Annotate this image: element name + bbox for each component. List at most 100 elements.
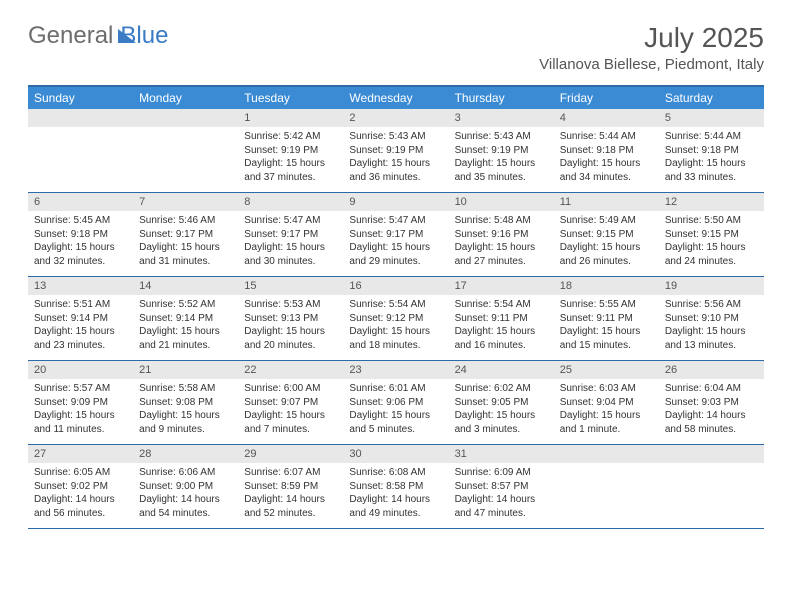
day-body: Sunrise: 5:52 AMSunset: 9:14 PMDaylight:… [133,295,238,360]
sunrise-line: Sunrise: 5:44 AM [665,130,758,144]
sunrise-line: Sunrise: 6:04 AM [665,382,758,396]
calendar-cell: 10Sunrise: 5:48 AMSunset: 9:16 PMDayligh… [449,193,554,276]
sunrise-line: Sunrise: 5:56 AM [665,298,758,312]
daylight-line: Daylight: 15 hours and 3 minutes. [455,409,548,436]
page-header: General Blue July 2025 Villanova Bielles… [28,22,764,73]
day-body: Sunrise: 5:47 AMSunset: 9:17 PMDaylight:… [343,211,448,276]
weekday-saturday: Saturday [659,87,764,109]
day-number: 9 [343,193,448,211]
day-number: 27 [28,445,133,463]
sunrise-line: Sunrise: 5:49 AM [560,214,653,228]
calendar-cell: 7Sunrise: 5:46 AMSunset: 9:17 PMDaylight… [133,193,238,276]
sunrise-line: Sunrise: 5:46 AM [139,214,232,228]
day-body: Sunrise: 6:00 AMSunset: 9:07 PMDaylight:… [238,379,343,444]
sunrise-line: Sunrise: 5:43 AM [349,130,442,144]
calendar-cell: 24Sunrise: 6:02 AMSunset: 9:05 PMDayligh… [449,361,554,444]
day-number: 5 [659,109,764,127]
sunset-line: Sunset: 9:12 PM [349,312,442,326]
sunrise-line: Sunrise: 5:42 AM [244,130,337,144]
day-number: 4 [554,109,659,127]
weekday-wednesday: Wednesday [343,87,448,109]
sunrise-line: Sunrise: 5:51 AM [34,298,127,312]
day-body [659,463,764,521]
weekday-friday: Friday [554,87,659,109]
day-number [133,109,238,127]
sunset-line: Sunset: 8:58 PM [349,480,442,494]
sunset-line: Sunset: 9:19 PM [244,144,337,158]
day-number: 28 [133,445,238,463]
daylight-line: Daylight: 14 hours and 56 minutes. [34,493,127,520]
sunrise-line: Sunrise: 5:54 AM [455,298,548,312]
daylight-line: Daylight: 15 hours and 24 minutes. [665,241,758,268]
calendar-cell: 4Sunrise: 5:44 AMSunset: 9:18 PMDaylight… [554,109,659,192]
calendar-cell: 17Sunrise: 5:54 AMSunset: 9:11 PMDayligh… [449,277,554,360]
sunset-line: Sunset: 9:11 PM [455,312,548,326]
weekday-header: Sunday Monday Tuesday Wednesday Thursday… [28,87,764,109]
daylight-line: Daylight: 15 hours and 37 minutes. [244,157,337,184]
sunrise-line: Sunrise: 5:45 AM [34,214,127,228]
calendar-cell: 5Sunrise: 5:44 AMSunset: 9:18 PMDaylight… [659,109,764,192]
day-body: Sunrise: 5:58 AMSunset: 9:08 PMDaylight:… [133,379,238,444]
day-body: Sunrise: 5:44 AMSunset: 9:18 PMDaylight:… [554,127,659,192]
day-number: 13 [28,277,133,295]
calendar-cell: 13Sunrise: 5:51 AMSunset: 9:14 PMDayligh… [28,277,133,360]
day-number: 15 [238,277,343,295]
day-body: Sunrise: 5:51 AMSunset: 9:14 PMDaylight:… [28,295,133,360]
day-number: 24 [449,361,554,379]
sunset-line: Sunset: 9:18 PM [34,228,127,242]
day-number: 19 [659,277,764,295]
sunset-line: Sunset: 9:14 PM [139,312,232,326]
day-number: 1 [238,109,343,127]
day-body [554,463,659,521]
sunset-line: Sunset: 9:17 PM [139,228,232,242]
logo-text-blue: Blue [120,22,168,50]
day-body: Sunrise: 5:53 AMSunset: 9:13 PMDaylight:… [238,295,343,360]
daylight-line: Daylight: 15 hours and 7 minutes. [244,409,337,436]
calendar-cell: 28Sunrise: 6:06 AMSunset: 9:00 PMDayligh… [133,445,238,528]
daylight-line: Daylight: 15 hours and 9 minutes. [139,409,232,436]
sunset-line: Sunset: 9:17 PM [244,228,337,242]
day-body: Sunrise: 5:49 AMSunset: 9:15 PMDaylight:… [554,211,659,276]
day-number [659,445,764,463]
day-number: 23 [343,361,448,379]
sunset-line: Sunset: 9:19 PM [455,144,548,158]
logo-text-general: General [28,22,113,50]
calendar-cell: 6Sunrise: 5:45 AMSunset: 9:18 PMDaylight… [28,193,133,276]
daylight-line: Daylight: 14 hours and 52 minutes. [244,493,337,520]
title-block: July 2025 Villanova Biellese, Piedmont, … [539,22,764,73]
day-body: Sunrise: 5:54 AMSunset: 9:12 PMDaylight:… [343,295,448,360]
sunrise-line: Sunrise: 5:55 AM [560,298,653,312]
sunset-line: Sunset: 9:03 PM [665,396,758,410]
day-body: Sunrise: 5:47 AMSunset: 9:17 PMDaylight:… [238,211,343,276]
daylight-line: Daylight: 14 hours and 49 minutes. [349,493,442,520]
calendar-cell: 15Sunrise: 5:53 AMSunset: 9:13 PMDayligh… [238,277,343,360]
calendar-cell: 3Sunrise: 5:43 AMSunset: 9:19 PMDaylight… [449,109,554,192]
calendar-cell: 12Sunrise: 5:50 AMSunset: 9:15 PMDayligh… [659,193,764,276]
calendar-cell: 9Sunrise: 5:47 AMSunset: 9:17 PMDaylight… [343,193,448,276]
daylight-line: Daylight: 15 hours and 34 minutes. [560,157,653,184]
weekday-thursday: Thursday [449,87,554,109]
sunset-line: Sunset: 9:11 PM [560,312,653,326]
daylight-line: Daylight: 15 hours and 15 minutes. [560,325,653,352]
sunset-line: Sunset: 9:08 PM [139,396,232,410]
daylight-line: Daylight: 15 hours and 1 minute. [560,409,653,436]
day-body: Sunrise: 5:50 AMSunset: 9:15 PMDaylight:… [659,211,764,276]
sunset-line: Sunset: 9:07 PM [244,396,337,410]
location-label: Villanova Biellese, Piedmont, Italy [539,56,764,73]
calendar-cell: 27Sunrise: 6:05 AMSunset: 9:02 PMDayligh… [28,445,133,528]
calendar-cell: 19Sunrise: 5:56 AMSunset: 9:10 PMDayligh… [659,277,764,360]
sunrise-line: Sunrise: 6:09 AM [455,466,548,480]
day-body: Sunrise: 6:01 AMSunset: 9:06 PMDaylight:… [343,379,448,444]
sunset-line: Sunset: 9:06 PM [349,396,442,410]
sunset-line: Sunset: 9:04 PM [560,396,653,410]
calendar-week: 20Sunrise: 5:57 AMSunset: 9:09 PMDayligh… [28,361,764,445]
day-body: Sunrise: 5:45 AMSunset: 9:18 PMDaylight:… [28,211,133,276]
day-number: 3 [449,109,554,127]
sunrise-line: Sunrise: 5:54 AM [349,298,442,312]
day-body: Sunrise: 5:46 AMSunset: 9:17 PMDaylight:… [133,211,238,276]
day-body: Sunrise: 5:54 AMSunset: 9:11 PMDaylight:… [449,295,554,360]
daylight-line: Daylight: 15 hours and 5 minutes. [349,409,442,436]
sunrise-line: Sunrise: 6:06 AM [139,466,232,480]
sunrise-line: Sunrise: 6:07 AM [244,466,337,480]
daylight-line: Daylight: 15 hours and 30 minutes. [244,241,337,268]
